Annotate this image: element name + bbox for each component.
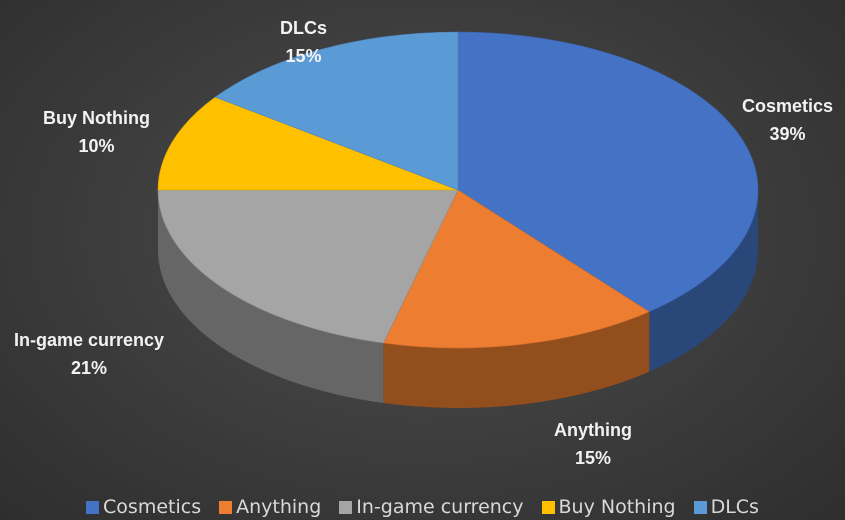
- legend-label-cosmetics: Cosmetics: [103, 496, 202, 518]
- data-label-dlcs-value: 15%: [285, 46, 322, 66]
- legend-swatch-dlcs: [693, 500, 707, 514]
- legend-item-in-game-currency[interactable]: In-game currency: [339, 496, 524, 518]
- slice-side-in-game-currency: [158, 190, 384, 404]
- legend-swatch-cosmetics: [86, 500, 100, 514]
- legend-swatch-buy-nothing: [541, 500, 555, 514]
- slice-cosmetics[interactable]: [457, 31, 759, 313]
- legend-item-buy-nothing[interactable]: Buy Nothing: [541, 496, 676, 518]
- data-label-anything-category: Anything: [554, 420, 632, 440]
- slice-in-game-currency[interactable]: [157, 189, 459, 344]
- slice-dlcs[interactable]: [214, 31, 459, 191]
- legend-label-dlcs: DLCs: [710, 496, 759, 518]
- slice-side-anything: [383, 311, 650, 408]
- legend-item-anything[interactable]: Anything: [219, 496, 321, 518]
- legend-item-cosmetics[interactable]: Cosmetics: [86, 496, 201, 518]
- data-label-cosmetics: Cosmetics 39%: [742, 92, 833, 148]
- legend-swatch-in-game-currency: [339, 500, 353, 514]
- legend-label-anything: Anything: [236, 496, 322, 518]
- data-label-in-game-currency: In-game currency 21%: [14, 326, 164, 382]
- data-label-anything-value: 15%: [574, 448, 612, 468]
- data-label-cosmetics-value: 39%: [769, 124, 806, 144]
- legend-label-in-game-currency: In-game currency: [356, 496, 524, 518]
- legend-label-buy-nothing: Buy Nothing: [558, 496, 676, 518]
- chart-legend: Cosmetics Anything In-game currency Buy …: [0, 494, 845, 520]
- data-label-dlcs-category: DLCs: [280, 18, 328, 38]
- data-label-buy-nothing: Buy Nothing 10%: [43, 104, 150, 160]
- legend-swatch-anything: [219, 500, 233, 514]
- data-label-anything: Anything 15%: [554, 416, 632, 472]
- data-label-in-game-currency-value: 21%: [71, 358, 108, 378]
- data-label-buy-nothing-category: Buy Nothing: [43, 108, 150, 128]
- data-label-cosmetics-category: Cosmetics: [742, 96, 834, 116]
- legend-item-dlcs[interactable]: DLCs: [693, 496, 759, 518]
- data-label-in-game-currency-category: In-game currency: [14, 330, 165, 350]
- data-label-buy-nothing-value: 10%: [78, 136, 115, 156]
- slice-buy-nothing[interactable]: [157, 96, 459, 191]
- data-label-dlcs: DLCs 15%: [280, 14, 327, 70]
- slice-anything[interactable]: [382, 189, 650, 349]
